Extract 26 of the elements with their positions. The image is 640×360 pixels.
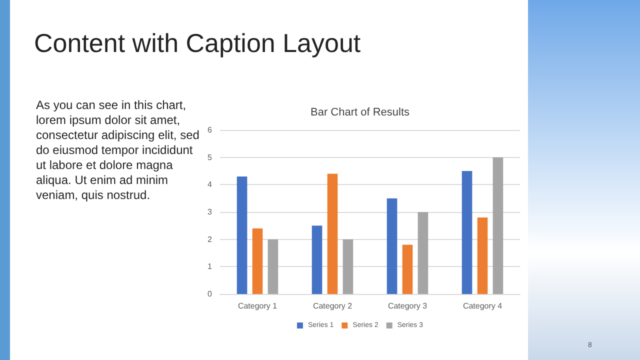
y-tick-label: 2	[208, 234, 213, 244]
bar	[492, 157, 504, 294]
y-tick-label: 0	[208, 290, 213, 298]
bar	[402, 244, 413, 294]
y-tick-label: 1	[208, 262, 213, 272]
bar	[342, 239, 354, 294]
bar	[386, 198, 398, 294]
bar	[418, 212, 428, 294]
bar	[268, 239, 278, 294]
text: Content with Caption Layout	[34, 28, 361, 59]
text: As you can see in this chart, lorem ipsum dolor sit amet, consectetur adipiscing elit, sed do eiusmod tempor incididunt ut labore et dolore magna aliqua. Ut enim ad minim veniam, quis nostrud.	[36, 98, 200, 203]
y-tick-label: 5	[208, 152, 213, 162]
x-tick-label: Category 4	[462, 302, 503, 310]
y-tick-label: 4	[208, 180, 213, 190]
chart-title: Bar Chart of Results	[310, 106, 410, 118]
bar	[312, 226, 322, 294]
bar	[236, 176, 248, 294]
bar	[462, 171, 472, 294]
x-tick-label: Category 1	[238, 302, 278, 310]
x-tick-label: Category 2	[312, 302, 353, 310]
y-tick-label: 3	[208, 208, 213, 216]
y-tick-label: 6	[208, 126, 213, 134]
bar	[252, 228, 263, 294]
bar	[477, 217, 488, 294]
bar	[327, 174, 338, 294]
x-tick-label: Category 3	[388, 302, 428, 310]
